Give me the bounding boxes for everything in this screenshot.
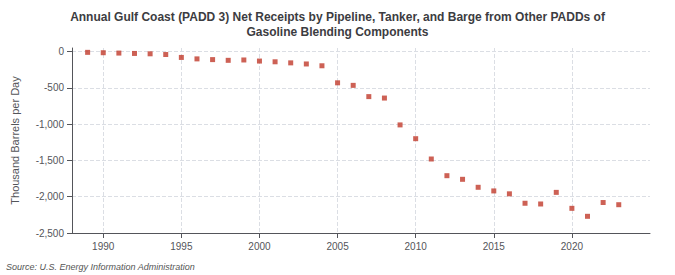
- svg-text:-500: -500: [44, 82, 64, 93]
- svg-text:-2,000: -2,000: [36, 191, 65, 202]
- svg-text:-1,000: -1,000: [36, 119, 65, 130]
- svg-text:Gasoline Blending Components: Gasoline Blending Components: [246, 25, 428, 39]
- svg-text:Thousand Barrels per Day: Thousand Barrels per Day: [9, 76, 21, 205]
- svg-text:-2,500: -2,500: [36, 228, 65, 239]
- svg-text:2000: 2000: [248, 241, 271, 252]
- svg-text:2010: 2010: [405, 241, 428, 252]
- svg-text:2015: 2015: [483, 241, 506, 252]
- svg-text:2020: 2020: [561, 241, 584, 252]
- svg-text:1995: 1995: [170, 241, 193, 252]
- svg-text:0: 0: [58, 46, 64, 57]
- svg-text:-1,500: -1,500: [36, 155, 65, 166]
- svg-text:1990: 1990: [92, 241, 115, 252]
- svg-text:2005: 2005: [326, 241, 349, 252]
- svg-text:Source: U.S. Energy Informatio: Source: U.S. Energy Information Administ…: [6, 262, 195, 272]
- svg-text:Annual Gulf Coast (PADD 3) Net: Annual Gulf Coast (PADD 3) Net Receipts …: [70, 10, 606, 24]
